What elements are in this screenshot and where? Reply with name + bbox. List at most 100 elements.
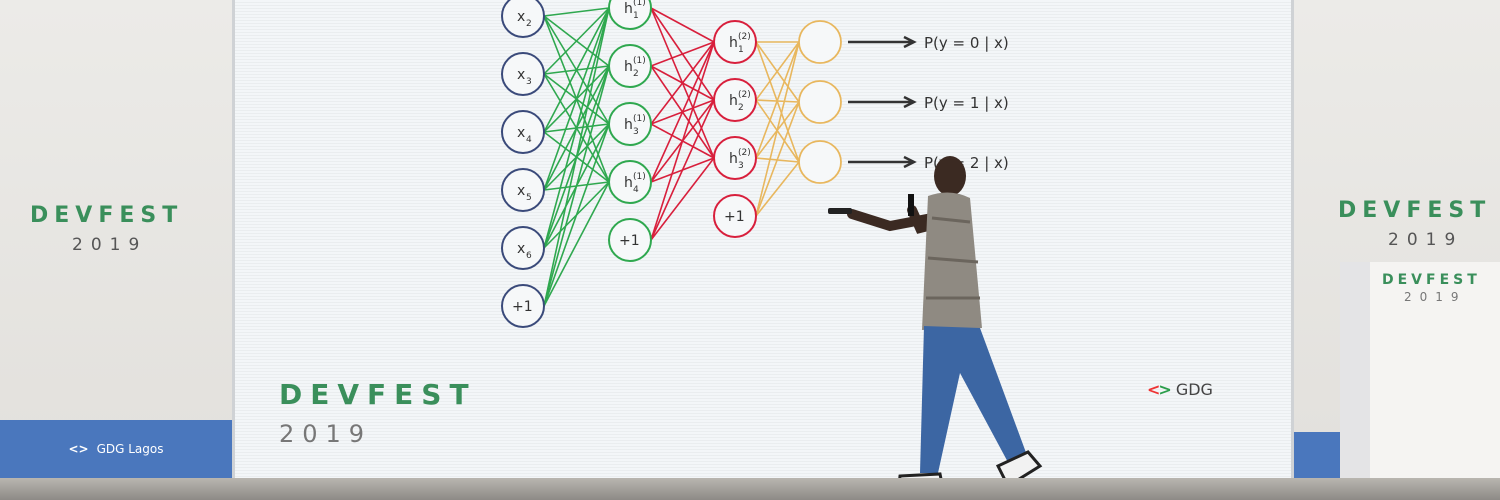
input-node: +1 xyxy=(501,284,545,328)
output-node xyxy=(798,80,842,124)
edge-hidden1-hidden2 xyxy=(650,41,715,241)
edge-input-hidden1 xyxy=(543,181,610,307)
hidden1-node: +1 xyxy=(608,218,652,262)
hidden1-node-subscript: 3 xyxy=(633,127,639,137)
hidden1-node-subscript: 1 xyxy=(633,11,639,21)
right-blue-banner xyxy=(1292,432,1342,480)
input-node-subscript: 5 xyxy=(526,193,532,203)
hidden1-node-subscript: 4 xyxy=(633,185,639,195)
hidden2-node-subscript: 1 xyxy=(738,45,744,55)
hidden1-node: h 3 (1) xyxy=(608,102,652,146)
pointer-remote xyxy=(828,208,852,214)
hidden2-node-subscript: 2 xyxy=(738,103,744,113)
output-probability-label: P(y = 0 | x) xyxy=(924,34,1009,52)
output-node xyxy=(798,20,842,64)
screen-devfest-logo-text: DEVFEST xyxy=(279,378,477,411)
hidden1-node-label: +1 xyxy=(619,233,640,249)
hidden1-node-label: h xyxy=(624,175,633,191)
right-devfest-logo: DEVFEST xyxy=(1338,198,1491,223)
output-node xyxy=(798,140,842,184)
output-arrow xyxy=(848,35,917,49)
output-arrow xyxy=(848,155,917,169)
hidden2-node-label: +1 xyxy=(724,209,745,225)
edge-input-hidden1 xyxy=(543,7,610,307)
edge-hidden2-output xyxy=(755,41,800,101)
edge-hidden1-hidden2 xyxy=(650,41,715,183)
presentation-screen: x 2 x 3 x 4 x 5 x 6 +1 h 1 (1) h 2 (1) h 3 (1) h 4 (1) +1 h 1 (2) h… xyxy=(232,0,1294,480)
output-probability-label: P(y = 1 | x) xyxy=(924,94,1009,112)
neural-network-diagram: x 2x 3x 4x 5x 6+1h 1(1)h 2(1)h 3(1)h 4(1)+1h 1(2)h… xyxy=(501,0,1009,328)
edge-hidden1-hidden2 xyxy=(650,41,715,67)
input-node-label: x xyxy=(517,9,525,25)
edge-hidden1-hidden2 xyxy=(650,7,715,43)
screen-devfest-logo: DEVFEST xyxy=(279,378,477,411)
hidden1-node-label: h xyxy=(624,1,633,17)
left-wall xyxy=(0,0,235,480)
edge-input-hidden1 xyxy=(543,7,610,17)
input-node-subscript: 4 xyxy=(526,135,532,145)
edge-hidden1-hidden2 xyxy=(650,99,715,241)
input-node-label: x xyxy=(517,125,525,141)
input-node-subscript: 3 xyxy=(526,77,532,87)
left-devfest-logo-text: DEVFEST xyxy=(30,203,184,228)
input-node-subscript: 6 xyxy=(526,251,532,261)
edge-input-hidden1 xyxy=(543,65,610,307)
hidden2-node-label: h xyxy=(729,35,738,51)
edge-hidden1-hidden2 xyxy=(650,41,715,125)
stage-floor xyxy=(0,478,1500,500)
podium-devfest-year: 2019 xyxy=(1404,290,1467,304)
hidden1-node-label: h xyxy=(624,59,633,75)
podium-devfest-logo: DEVFEST xyxy=(1382,272,1481,288)
edge-hidden2-output xyxy=(755,161,800,217)
hidden1-node-subscript: 2 xyxy=(633,69,639,79)
edge-input-hidden1 xyxy=(543,7,610,133)
gdg-lagos-banner: <> GDG Lagos xyxy=(0,420,232,478)
screen-devfest-year: 2019 xyxy=(279,420,373,448)
input-node-label: x xyxy=(517,241,525,257)
edge-hidden2-output xyxy=(755,41,800,159)
left-devfest-logo: DEVFEST xyxy=(30,203,183,228)
edge-hidden2-output xyxy=(755,101,800,217)
screen-gdg-badge: <> GDG xyxy=(1147,380,1213,399)
hidden2-node: h 3 (2) xyxy=(713,136,757,180)
hidden1-node: h 1 (1) xyxy=(608,0,652,30)
gdg-lagos-label: GDG Lagos xyxy=(96,442,164,456)
gdg-badge-label: GDG xyxy=(1175,380,1213,399)
hidden2-node: +1 xyxy=(713,194,757,238)
hidden1-node-label: h xyxy=(624,117,633,133)
speaker-figure xyxy=(828,156,1043,498)
edge-input-hidden1 xyxy=(543,7,610,249)
output-arrow xyxy=(848,95,917,109)
hidden1-node: h 4 (1) xyxy=(608,160,652,204)
edge-input-hidden1 xyxy=(543,7,610,75)
input-node-subscript: 2 xyxy=(526,19,532,29)
input-node-label: x xyxy=(517,67,525,83)
speaker-jeans xyxy=(920,326,1028,473)
hidden2-node: h 2 (2) xyxy=(713,78,757,122)
hidden2-node-superscript: (2) xyxy=(738,32,751,42)
edge-hidden2-output xyxy=(755,41,800,217)
hidden1-node-superscript: (1) xyxy=(633,114,646,124)
hidden2-node-superscript: (2) xyxy=(738,148,751,158)
hidden1-node-superscript: (1) xyxy=(633,56,646,66)
gdg-chevrons-icon: <> xyxy=(68,442,89,456)
right-devfest-logo-text: DEVFEST xyxy=(1338,198,1492,223)
edge-input-hidden1 xyxy=(543,7,610,191)
hidden2-node: h 1 (2) xyxy=(713,20,757,64)
input-node-label: +1 xyxy=(512,299,533,315)
hidden1-node: h 2 (1) xyxy=(608,44,652,88)
right-devfest-year: 2019 xyxy=(1388,230,1464,250)
input-node-label: x xyxy=(517,183,525,199)
podium: DEVFEST 2019 xyxy=(1340,262,1500,500)
speaker-head xyxy=(934,156,966,196)
microphone xyxy=(908,194,914,216)
gdg-logo-icon: <> xyxy=(1147,380,1172,399)
edge-hidden1-hidden2 xyxy=(650,157,715,241)
hidden2-node-superscript: (2) xyxy=(738,90,751,100)
hidden2-node-label: h xyxy=(729,93,738,109)
